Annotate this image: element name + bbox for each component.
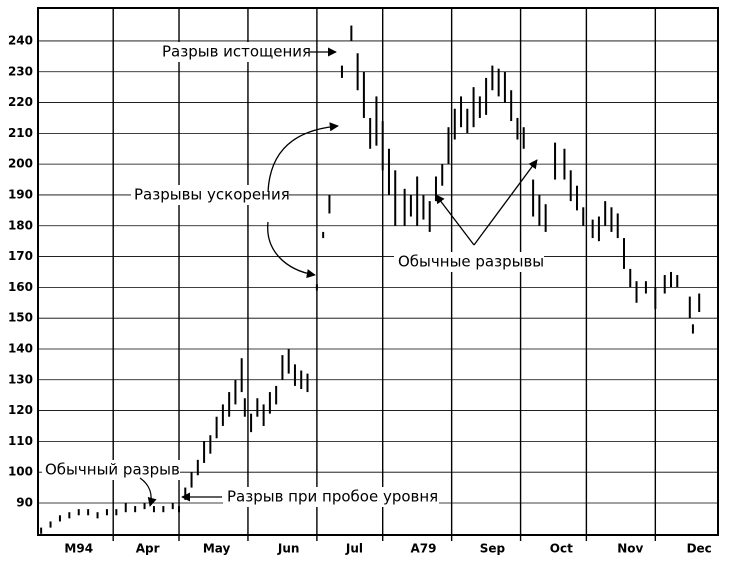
x-tick-label: Apr — [136, 542, 160, 556]
y-tick-label: 90 — [16, 495, 33, 509]
y-tick-label: 110 — [8, 434, 33, 448]
x-tick-label: A79 — [410, 542, 436, 556]
y-tick-label: 100 — [8, 465, 33, 479]
y-tick-label: 180 — [8, 218, 33, 232]
y-tick-label: 210 — [8, 126, 33, 140]
y-tick-label: 240 — [8, 33, 33, 47]
y-tick-label: 130 — [8, 372, 33, 386]
y-tick-label: 190 — [8, 187, 33, 201]
annotation: Разрыв истощения — [162, 43, 311, 61]
y-tick-label: 220 — [8, 95, 33, 109]
y-tick-label: 200 — [8, 157, 33, 171]
x-tick-label: Dec — [687, 542, 712, 556]
y-tick-label: 170 — [8, 249, 33, 263]
annotation: Разрыв при пробое уровня — [227, 488, 438, 506]
x-tick-label: Jun — [277, 542, 300, 556]
x-tick-label: Jul — [345, 542, 363, 556]
annotations — [42, 42, 544, 507]
y-tick-label: 160 — [8, 280, 33, 294]
x-tick-label: M94 — [64, 542, 93, 556]
y-tick-label: 140 — [8, 341, 33, 355]
x-tick-label: Nov — [617, 542, 643, 556]
annotation: Обычные разрывы — [398, 253, 544, 271]
annotation: Обычный разрыв — [45, 461, 180, 479]
y-tick-label: 120 — [8, 403, 33, 417]
x-tick-label: Oct — [550, 542, 573, 556]
x-tick-label: Sep — [480, 542, 506, 556]
annotation: Разрывы ускорения — [134, 186, 290, 204]
y-tick-label: 230 — [8, 64, 33, 78]
x-tick-label: May — [203, 542, 231, 556]
plot-frame — [37, 7, 719, 536]
y-tick-label: 150 — [8, 311, 33, 325]
